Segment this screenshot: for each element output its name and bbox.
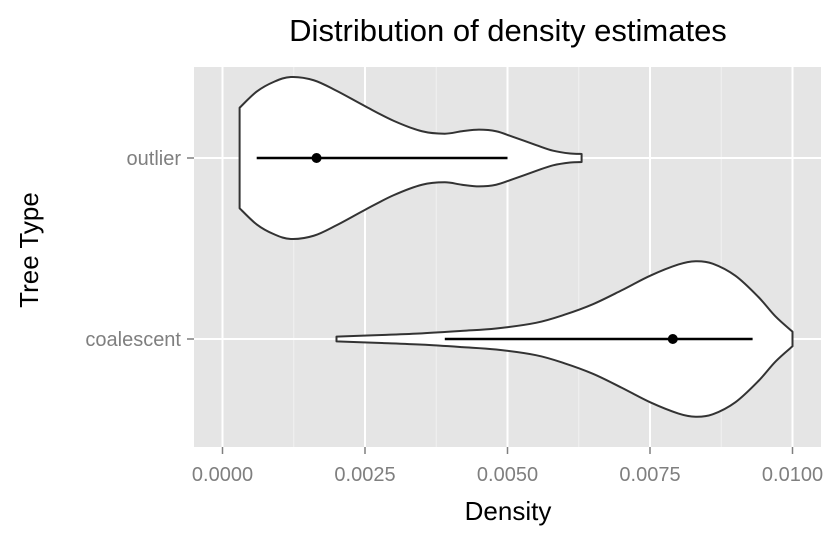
violins (238, 75, 794, 418)
chart-title: Distribution of density estimates (289, 13, 727, 48)
y-tick-label-outlier: outlier (127, 148, 182, 170)
summary-point-coalescent (667, 334, 678, 344)
y-axis-title: Tree Type (14, 192, 44, 308)
x-tick-label: 0.0100 (762, 464, 823, 486)
x-tick-label: 0.0025 (334, 464, 395, 486)
x-tick-label: 0.0000 (192, 464, 253, 486)
axes: 0.0000 0.0025 0.0050 0.0075 0.0100 outlier coa… (85, 148, 823, 486)
summary-point-outlier (311, 153, 322, 163)
x-tick-label: 0.0050 (477, 464, 538, 486)
x-tick-label: 0.0075 (619, 464, 680, 486)
x-axis-title: Density (465, 496, 552, 526)
y-tick-label-coalescent: coalescent (85, 329, 181, 351)
